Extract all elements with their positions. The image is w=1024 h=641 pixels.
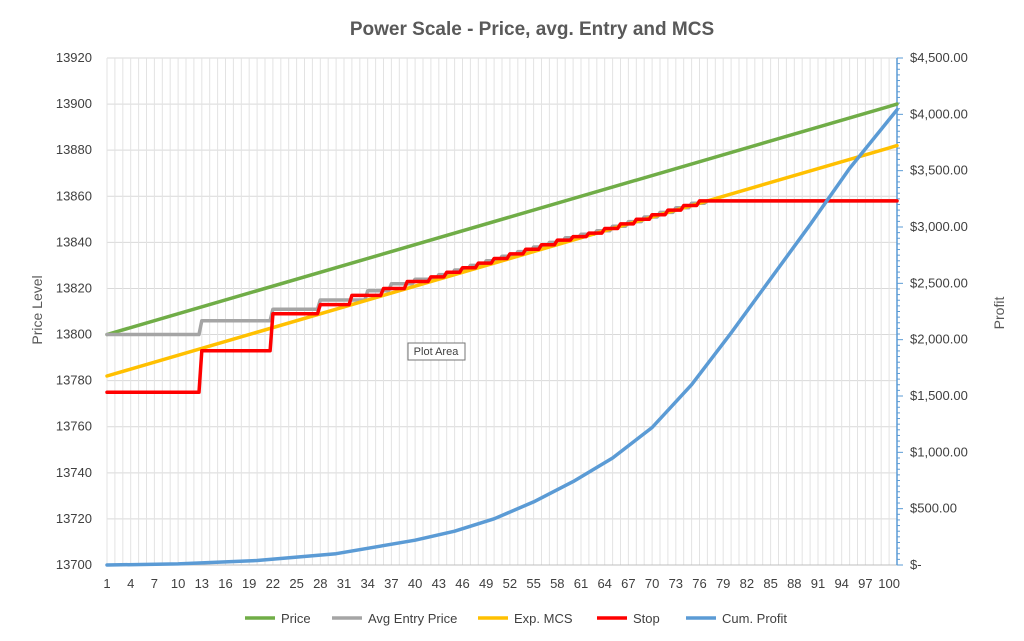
x-tick-label: 70 <box>645 576 659 591</box>
x-tick-label: 34 <box>360 576 374 591</box>
x-tick-label: 91 <box>811 576 825 591</box>
x-tick-label: 73 <box>669 576 683 591</box>
x-tick-label: 40 <box>408 576 422 591</box>
x-tick-label: 94 <box>834 576 848 591</box>
x-tick-label: 55 <box>526 576 540 591</box>
legend-label: Cum. Profit <box>722 611 787 626</box>
y-tick-label: 13700 <box>56 557 92 572</box>
series-line-cum-profit <box>105 108 899 567</box>
x-tick-label: 49 <box>479 576 493 591</box>
legend-item: Stop <box>597 611 660 626</box>
legend-label: Stop <box>633 611 660 626</box>
x-tick-label: 82 <box>740 576 754 591</box>
legend: Price Avg Entry Price Exp. MCS Stop Cum. Pro… <box>245 611 787 626</box>
x-tick-label: 25 <box>289 576 303 591</box>
x-tick-label: 16 <box>218 576 232 591</box>
x-tick-label: 1 <box>103 576 110 591</box>
y2-tick-label: $- <box>910 557 922 572</box>
x-tick-label: 7 <box>151 576 158 591</box>
legend-label: Exp. MCS <box>514 611 573 626</box>
y2-tick-label: $1,500.00 <box>910 388 968 403</box>
tooltip-text: Plot Area <box>414 346 460 358</box>
x-tick-label: 64 <box>597 576 611 591</box>
y2-axis-title: Profit <box>991 297 1007 330</box>
y-tick-label: 13780 <box>56 373 92 388</box>
y-axis-title: Price Level <box>29 275 45 344</box>
gridlines <box>106 57 898 566</box>
x-tick-label: 31 <box>337 576 351 591</box>
plot-area-tooltip: Plot Area <box>407 342 466 361</box>
x-tick-label: 67 <box>621 576 635 591</box>
legend-item: Price <box>245 611 311 626</box>
y2-tick-label: $3,500.00 <box>910 163 968 178</box>
y-tick-label: 13740 <box>56 465 92 480</box>
x-tick-label: 85 <box>763 576 777 591</box>
x-tick-label: 22 <box>266 576 280 591</box>
y-tick-label: 13820 <box>56 280 92 295</box>
series-lines <box>105 102 899 567</box>
x-tick-label: 43 <box>432 576 446 591</box>
x-tick-label: 58 <box>550 576 564 591</box>
x-tick-label: 28 <box>313 576 327 591</box>
series-line-exp-mcs <box>105 143 899 378</box>
y-tick-label: 13760 <box>56 419 92 434</box>
legend-label: Avg Entry Price <box>368 611 457 626</box>
y2-tick-label: $1,000.00 <box>910 444 968 459</box>
x-tick-label: 10 <box>171 576 185 591</box>
y2-tick-label: $4,500.00 <box>910 50 968 65</box>
legend-item: Cum. Profit <box>686 611 787 626</box>
y-tick-label: 13720 <box>56 511 92 526</box>
x-tick-label: 52 <box>503 576 517 591</box>
x-tick-label: 97 <box>858 576 872 591</box>
y2-tick-label: $500.00 <box>910 501 957 516</box>
y-tick-label: 13880 <box>56 142 92 157</box>
x-tick-label: 79 <box>716 576 730 591</box>
x-tick-label: 19 <box>242 576 256 591</box>
series-line-price <box>105 102 899 337</box>
y2-tick-label: $2,000.00 <box>910 332 968 347</box>
y2-tick-label: $4,000.00 <box>910 106 968 121</box>
x-tick-label: 61 <box>574 576 588 591</box>
y-tick-label: 13900 <box>56 96 92 111</box>
x-tick-label: 76 <box>692 576 706 591</box>
y2-tick-label: $2,500.00 <box>910 275 968 290</box>
y2-tick-label: $3,000.00 <box>910 219 968 234</box>
x-tick-label: 13 <box>195 576 209 591</box>
x-tick-label: 46 <box>455 576 469 591</box>
x-tick-label: 4 <box>127 576 134 591</box>
y-tick-label: 13920 <box>56 50 92 65</box>
x-tick-label: 88 <box>787 576 801 591</box>
chart-title: Power Scale - Price, avg. Entry and MCS <box>350 19 714 40</box>
x-tick-label: 100 <box>878 576 900 591</box>
legend-label: Price <box>281 611 311 626</box>
legend-item: Avg Entry Price <box>332 611 457 626</box>
x-tick-label: 37 <box>384 576 398 591</box>
tooltip-box <box>407 342 466 361</box>
legend-item: Exp. MCS <box>478 611 573 626</box>
y-tick-label: 13860 <box>56 188 92 203</box>
series-line-stop <box>105 199 899 394</box>
y-tick-label: 13800 <box>56 327 92 342</box>
y-tick-label: 13840 <box>56 234 92 249</box>
axes: 1370013720137401376013780138001382013840… <box>56 50 968 591</box>
